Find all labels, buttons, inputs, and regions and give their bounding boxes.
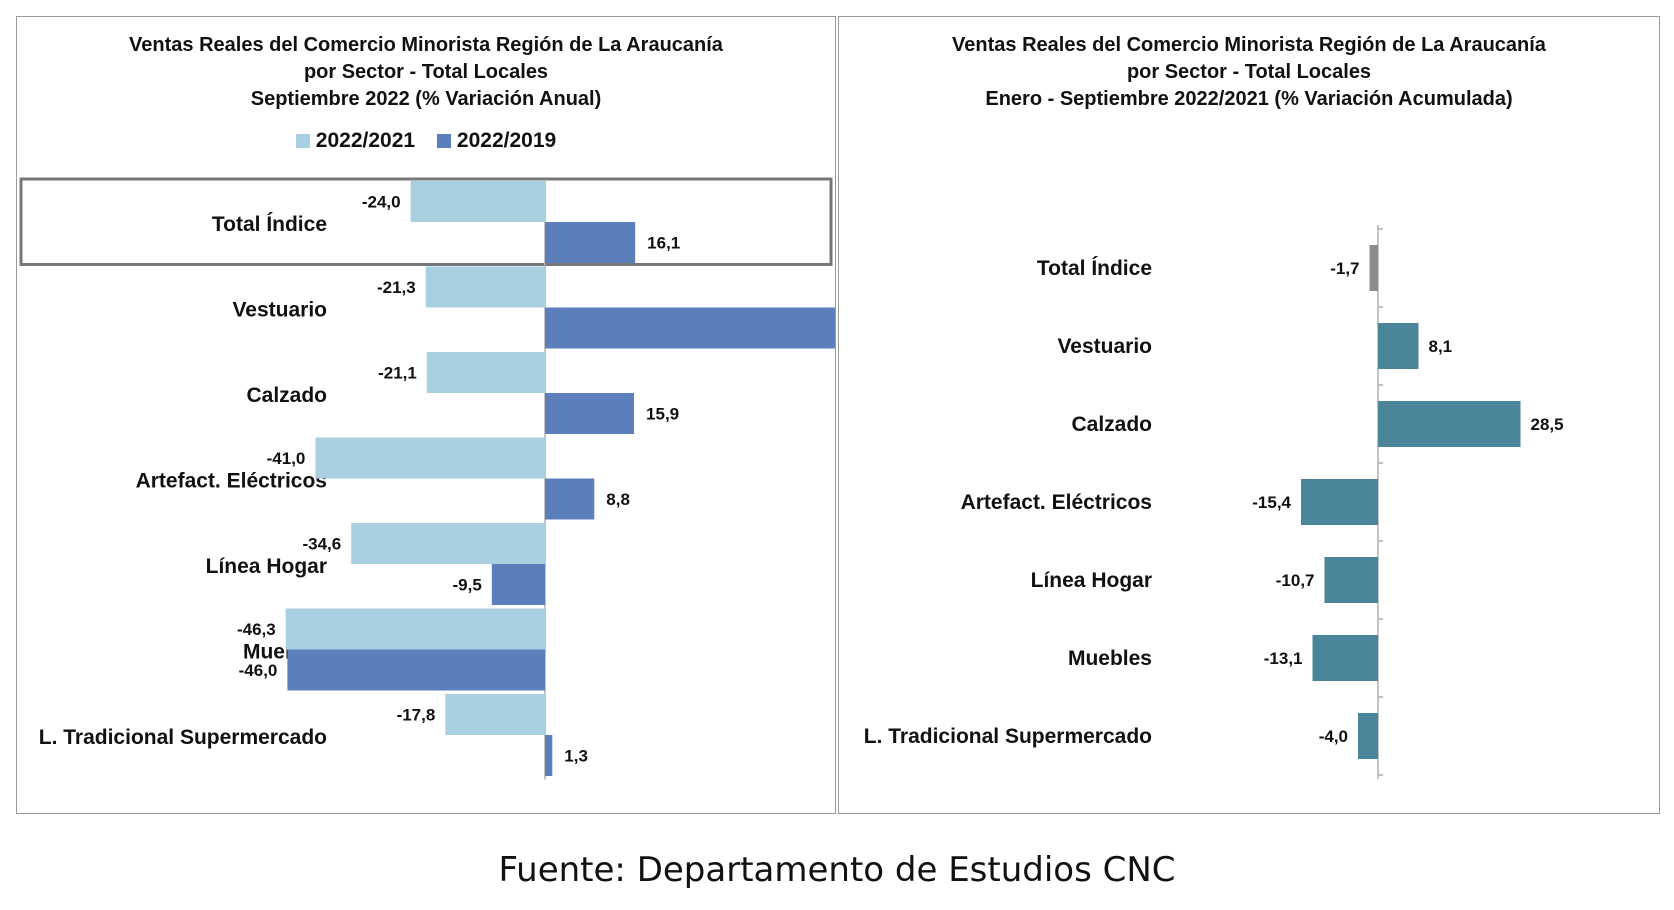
data-label-0-4: -34,6 — [302, 535, 341, 554]
legend-item-2022-2019: 2022/2019 — [436, 129, 557, 152]
bar-1-0 — [545, 222, 636, 263]
legend-swatch — [295, 134, 310, 148]
legend-item-2022-2021: 2022/2021 — [295, 129, 416, 152]
bar-0-3 — [315, 437, 545, 479]
category-label-6: L. Tradicional Supermercado — [864, 725, 1152, 748]
chart-title: Ventas Reales del Comercio Minorista Reg… — [952, 34, 1546, 56]
highlight-box — [19, 177, 833, 266]
bar-1 — [1378, 323, 1419, 369]
data-label-1: 8,1 — [1429, 337, 1453, 356]
chart-panel-cumulative: Ventas Reales del Comercio Minorista Reg… — [838, 16, 1660, 814]
category-label-1: Vestuario — [232, 298, 327, 321]
bar-0-6 — [445, 694, 545, 735]
bar-chart-cumulative: Total Índice -1,7 Vestuario 8,1 Calzado 28,5 A… — [864, 225, 1564, 779]
bar-3 — [1301, 479, 1378, 525]
category-label-3: Artefact. Eléctricos — [961, 491, 1152, 514]
chart-panel-annual: Ventas Reales del Comercio Minorista Reg… — [16, 16, 836, 814]
category-label-0: Total Índice — [212, 213, 327, 236]
category-label-4: Línea Hogar — [206, 555, 327, 578]
data-label-1-5: -46,0 — [239, 661, 278, 680]
data-label-1-0: 16,1 — [647, 234, 680, 253]
data-label-1-4: -9,5 — [453, 576, 482, 595]
category-label-2: Calzado — [1071, 413, 1152, 436]
source-note: Fuente: Departamento de Estudios CNC — [498, 850, 1176, 890]
bar-1-3 — [545, 478, 595, 520]
chart-subtitle-period: Enero - Septiembre 2022/2021 (% Variació… — [985, 88, 1513, 110]
bar-0-2 — [426, 352, 545, 393]
chart-legend: 2022/2021 2022/2019 — [17, 129, 835, 153]
data-label-2: 28,5 — [1531, 415, 1564, 434]
bar-6 — [1358, 713, 1378, 759]
bar-0-5 — [285, 608, 545, 650]
bar-5 — [1312, 635, 1378, 681]
bar-1-1 — [545, 307, 835, 349]
bar-0-4 — [351, 523, 545, 564]
category-label-1: Vestuario — [1057, 335, 1152, 358]
bar-0-0 — [410, 181, 545, 222]
category-label-0: Total Índice — [1037, 257, 1152, 280]
bar-0-1 — [425, 266, 545, 308]
bar-1-5 — [287, 649, 545, 691]
data-label-1-2: 15,9 — [646, 405, 679, 424]
data-label-0: -1,7 — [1330, 259, 1359, 278]
legend-swatch — [436, 134, 451, 148]
data-label-6: -4,0 — [1319, 727, 1348, 746]
category-label-6: L. Tradicional Supermercado — [39, 726, 327, 749]
data-label-0-3: -41,0 — [267, 449, 306, 468]
chart-subtitle: por Sector - Total Locales — [1126, 61, 1372, 83]
data-label-0-0: -24,0 — [362, 193, 401, 212]
bar-2 — [1378, 401, 1521, 447]
category-label-5: Muebles — [1068, 647, 1152, 670]
data-label-0-2: -21,1 — [378, 364, 417, 383]
bar-1-2 — [545, 393, 635, 434]
bar-chart-annual: Total Índice-24,016,1Vestuario-21,375,5C… — [19, 177, 835, 780]
data-label-0-1: -21,3 — [377, 278, 416, 297]
data-label-3: -15,4 — [1252, 493, 1291, 512]
chart-subtitle: por Sector - Total Locales — [303, 61, 549, 83]
bar-0 — [1369, 245, 1378, 291]
bar-1-4 — [491, 564, 545, 605]
category-label-4: Línea Hogar — [1031, 569, 1152, 592]
data-label-5: -13,1 — [1264, 649, 1303, 668]
category-label-2: Calzado — [246, 384, 327, 407]
bar-4 — [1324, 557, 1378, 603]
data-label-1-6: 1,3 — [564, 747, 588, 766]
chart-title: Ventas Reales del Comercio Minorista Reg… — [129, 34, 723, 56]
data-label-0-6: -17,8 — [397, 706, 436, 725]
legend-label: 2022/2021 — [315, 129, 416, 152]
legend-label: 2022/2019 — [456, 129, 557, 152]
data-label-4: -10,7 — [1276, 571, 1315, 590]
bar-1-6 — [545, 735, 553, 776]
data-label-0-5: -46,3 — [237, 620, 276, 639]
chart-subtitle-period: Septiembre 2022 (% Variación Anual) — [250, 88, 602, 110]
data-label-1-3: 8,8 — [606, 490, 630, 509]
category-label-3: Artefact. Eléctricos — [136, 469, 327, 492]
